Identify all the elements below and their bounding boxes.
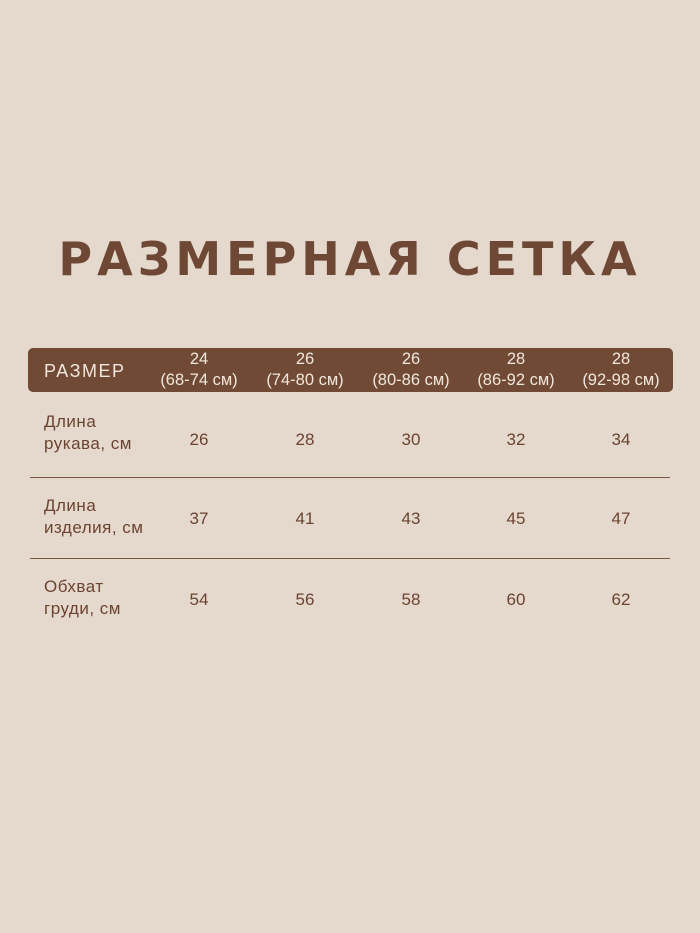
cell: 47 xyxy=(611,509,631,528)
size-range: (86-92 см) xyxy=(477,371,555,389)
cell: 41 xyxy=(295,509,315,528)
row-label-line: изделия, см xyxy=(44,518,144,537)
size: 24 xyxy=(189,350,209,368)
cell: 54 xyxy=(189,590,209,609)
cell: 62 xyxy=(611,590,631,609)
size-column-header: 26 (74-80 см) xyxy=(252,349,358,391)
size-column-header: 28 (86-92 см) xyxy=(463,349,569,391)
cell: 37 xyxy=(189,509,209,528)
cell: 34 xyxy=(611,430,631,449)
row-label-line: рукава, см xyxy=(44,434,132,453)
size-range: (92-98 см) xyxy=(582,371,660,389)
row-label: Длина изделия, см xyxy=(44,495,143,539)
size: 26 xyxy=(401,350,421,368)
size: 28 xyxy=(506,350,526,368)
size-range: (80-86 см) xyxy=(372,371,450,389)
cell: 56 xyxy=(295,590,315,609)
size-column-header: 26 (80-86 см) xyxy=(358,349,464,391)
size-column-header: 28 (92-98 см) xyxy=(568,349,674,391)
size-range: (68-74 см) xyxy=(160,371,238,389)
cell: 60 xyxy=(506,590,526,609)
table-row: Обхват груди, см 54 56 58 60 62 xyxy=(28,566,673,646)
cell: 58 xyxy=(401,590,421,609)
row-label-line: Обхват xyxy=(44,577,104,596)
row-label-line: груди, см xyxy=(44,599,121,618)
row-label: Длина рукава, см xyxy=(44,411,132,455)
row-label: Обхват груди, см xyxy=(44,576,121,620)
row-divider xyxy=(30,477,670,478)
page-title: РАЗМЕРНАЯ СЕТКА xyxy=(58,232,642,286)
cell: 45 xyxy=(506,509,526,528)
size: 26 xyxy=(295,350,315,368)
table-header: РАЗМЕР 24 (68-74 см) 26 (74-80 см) 26 (80-8… xyxy=(28,348,673,392)
size-column-header: 24 (68-74 см) xyxy=(146,349,252,391)
cell: 28 xyxy=(295,430,315,449)
row-label-line: Длина xyxy=(44,496,97,515)
cell: 26 xyxy=(189,430,209,449)
size-range: (74-80 см) xyxy=(266,371,344,389)
cell: 30 xyxy=(401,430,421,449)
cell: 32 xyxy=(506,430,526,449)
size-header-label: РАЗМЕР xyxy=(44,361,126,381)
table-row: Длина изделия, см 37 41 43 45 47 xyxy=(28,485,673,565)
cell: 43 xyxy=(401,509,421,528)
table-row: Длина рукава, см 26 28 30 32 34 xyxy=(28,400,673,480)
row-label-line: Длина xyxy=(44,412,97,431)
row-divider xyxy=(30,558,670,559)
size: 28 xyxy=(611,350,631,368)
